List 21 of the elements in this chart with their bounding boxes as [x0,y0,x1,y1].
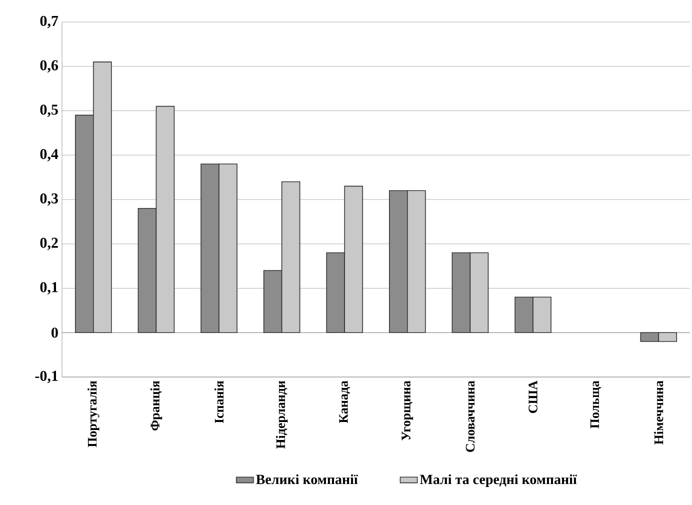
y-tick-label: -0,1 [35,370,58,384]
x-tick-label: Португалія [87,380,100,448]
y-tick-label: 0,2 [40,238,58,250]
y-tick-label: 0 [52,328,58,338]
x-tick-label: Польща [590,380,602,428]
y-tick-label: 0,3 [40,193,58,206]
y-tick-label: 0,4 [40,148,58,162]
x-tick-label: Канада [339,380,350,424]
x-tick-label: Нідерланди [276,380,288,449]
legend-label: Великі компанії [256,474,358,484]
y-tick-label: 0,5 [40,104,58,117]
legend-label: Малі та середні компанії [420,474,577,488]
y-tick-label: 0,1 [40,282,58,294]
y-tick-label: 0,7 [40,16,58,28]
x-tick-label: Німеччина [654,380,664,444]
x-tick-label: Словаччина [466,380,475,452]
x-tick-label: Іспанія [214,380,224,424]
y-tick-label: 0,6 [40,60,58,73]
x-tick-label: Франція [150,380,162,431]
x-tick-label: США [528,380,538,413]
x-tick-label: Угорщина [402,380,414,440]
